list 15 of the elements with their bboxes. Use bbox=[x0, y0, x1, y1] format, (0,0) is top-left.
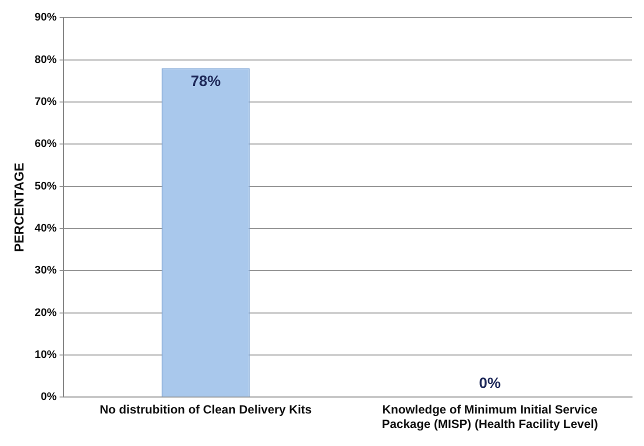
x-tick-label: No distrubition of Clean Delivery Kits bbox=[100, 402, 312, 417]
y-axis-title: PERCENTAGE bbox=[11, 162, 26, 252]
y-tick-label: 80% bbox=[34, 54, 57, 66]
data-label: 78% bbox=[190, 72, 221, 90]
y-tick-label: 30% bbox=[34, 264, 57, 277]
data-label: 0% bbox=[479, 374, 501, 392]
y-tick-label: 20% bbox=[34, 306, 57, 319]
y-tick-label: 40% bbox=[34, 222, 57, 235]
x-tick-label: Knowledge of Minimum Initial Service Package (MISP) (Health Facility Level) bbox=[382, 402, 598, 432]
y-tick-label: 60% bbox=[34, 138, 57, 150]
y-tick-label: 10% bbox=[34, 349, 57, 362]
y-tick-label: 90% bbox=[34, 12, 57, 24]
y-tick-label: 0% bbox=[40, 391, 57, 404]
y-tick-label: 50% bbox=[34, 180, 57, 192]
y-tick-label: 70% bbox=[34, 96, 57, 108]
